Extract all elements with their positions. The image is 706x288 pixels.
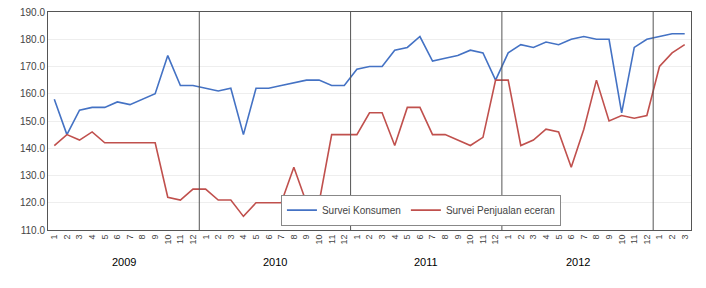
svg-text:9: 9 (301, 235, 311, 240)
svg-text:3: 3 (528, 235, 538, 240)
svg-text:7: 7 (276, 235, 286, 240)
svg-text:Survei Penjualan eceran: Survei Penjualan eceran (446, 205, 555, 216)
svg-text:2012: 2012 (566, 256, 590, 268)
svg-text:11: 11 (175, 235, 185, 244)
svg-text:2010: 2010 (263, 256, 287, 268)
svg-text:12: 12 (642, 235, 652, 245)
svg-text:4: 4 (87, 235, 97, 240)
svg-text:110.0: 110.0 (21, 225, 46, 236)
svg-text:6: 6 (112, 235, 122, 240)
svg-text:2: 2 (667, 235, 677, 240)
svg-text:10: 10 (314, 235, 324, 245)
svg-text:9: 9 (150, 235, 160, 240)
svg-text:140.0: 140.0 (20, 143, 45, 154)
svg-text:7: 7 (579, 235, 589, 240)
svg-text:3: 3 (226, 235, 236, 240)
svg-text:5: 5 (402, 235, 412, 240)
svg-text:2: 2 (364, 235, 374, 240)
svg-text:180.0: 180.0 (20, 34, 45, 45)
svg-text:120.0: 120.0 (20, 197, 45, 208)
svg-text:3: 3 (680, 235, 690, 240)
svg-text:2: 2 (213, 235, 223, 240)
svg-text:2009: 2009 (112, 256, 136, 268)
svg-text:10: 10 (617, 235, 627, 245)
svg-text:12: 12 (491, 235, 501, 245)
svg-text:9: 9 (604, 235, 614, 240)
svg-text:2: 2 (516, 235, 526, 240)
svg-text:8: 8 (289, 235, 299, 240)
svg-text:12: 12 (339, 235, 349, 245)
svg-text:1: 1 (352, 235, 362, 240)
svg-text:9: 9 (453, 235, 463, 240)
svg-text:4: 4 (238, 235, 248, 240)
svg-text:5: 5 (251, 235, 261, 240)
svg-text:7: 7 (427, 235, 437, 240)
svg-text:8: 8 (591, 235, 601, 240)
svg-text:170.0: 170.0 (20, 61, 45, 72)
svg-text:2011: 2011 (414, 256, 438, 268)
svg-text:130.0: 130.0 (20, 170, 45, 181)
svg-text:10: 10 (163, 235, 173, 245)
svg-text:10: 10 (465, 235, 475, 245)
svg-text:2: 2 (62, 235, 72, 240)
svg-text:5: 5 (554, 235, 564, 240)
svg-text:1: 1 (503, 235, 513, 240)
svg-text:11: 11 (478, 235, 488, 244)
svg-text:11: 11 (327, 235, 337, 244)
svg-text:8: 8 (440, 235, 450, 240)
svg-text:3: 3 (377, 235, 387, 240)
svg-text:190.0: 190.0 (20, 7, 45, 18)
svg-text:11: 11 (629, 235, 639, 244)
svg-text:160.0: 160.0 (20, 88, 45, 99)
svg-text:1: 1 (49, 235, 59, 240)
svg-text:12: 12 (188, 235, 198, 245)
svg-text:1: 1 (654, 235, 664, 240)
svg-text:4: 4 (390, 235, 400, 240)
svg-text:3: 3 (74, 235, 84, 240)
svg-text:6: 6 (415, 235, 425, 240)
svg-text:6: 6 (264, 235, 274, 240)
svg-text:5: 5 (100, 235, 110, 240)
svg-text:4: 4 (541, 235, 551, 240)
svg-text:7: 7 (125, 235, 135, 240)
svg-text:8: 8 (137, 235, 147, 240)
svg-text:Survei Konsumen: Survei Konsumen (322, 205, 401, 216)
svg-text:6: 6 (566, 235, 576, 240)
svg-text:1: 1 (201, 235, 211, 240)
svg-text:150.0: 150.0 (20, 116, 45, 127)
